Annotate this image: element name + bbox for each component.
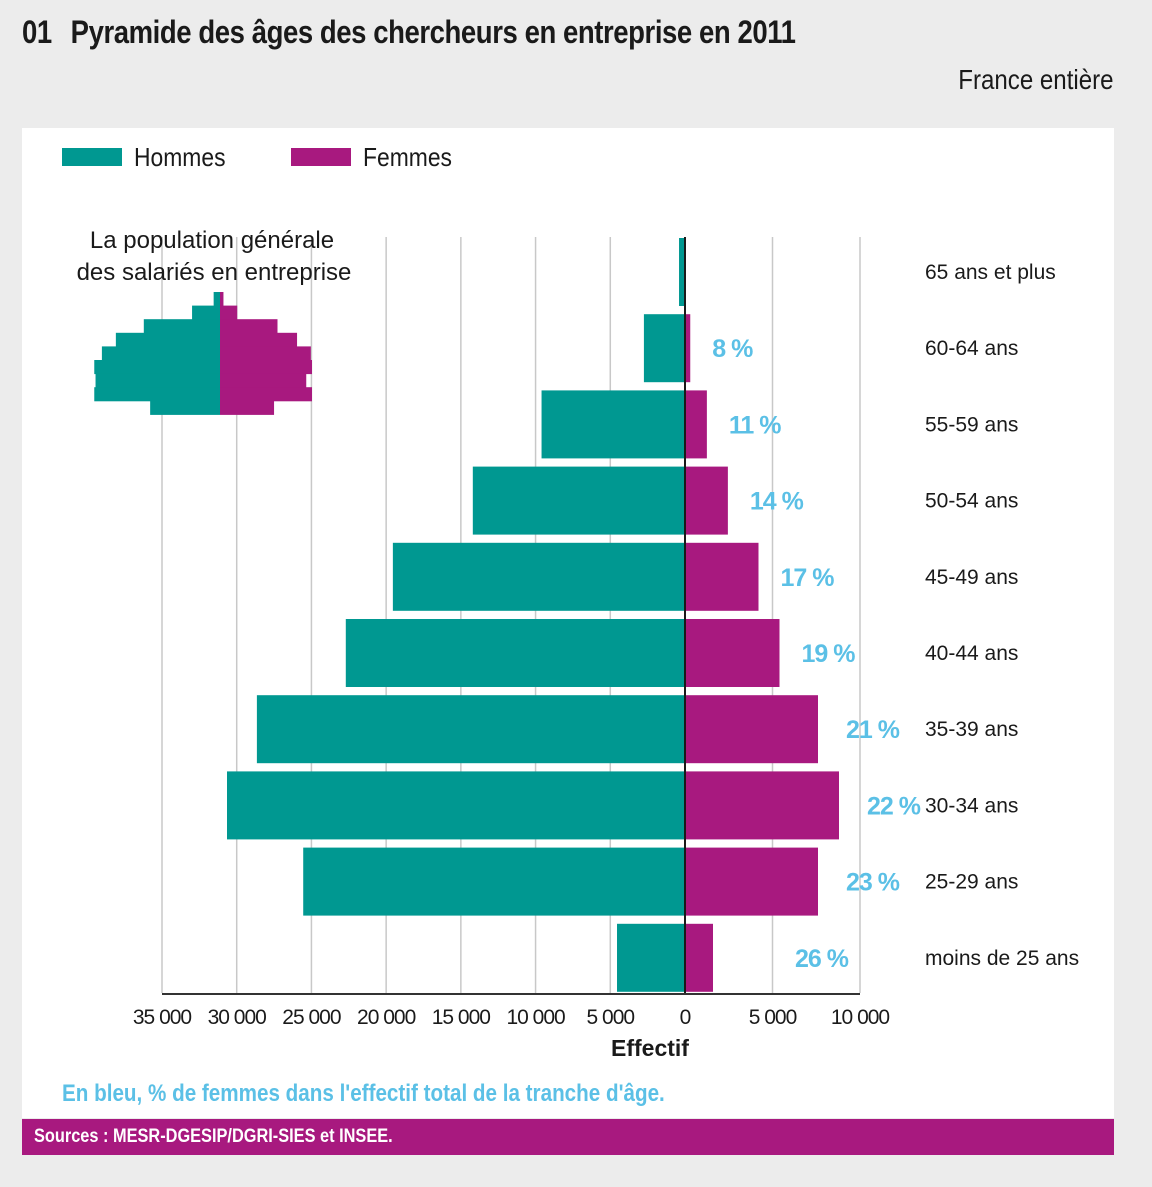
legend-label-hommes: Hommes [134,142,226,172]
bar-hommes [227,771,685,840]
category-label: 35-39 ans [925,718,1018,741]
bars [227,238,839,992]
bar-femmes [685,390,707,459]
inset-bar-femmes [220,400,275,415]
x-tick-label: 5 000 [749,1006,797,1029]
legend-swatch-femmes [291,148,351,166]
inset-bar-femmes [220,305,238,320]
inset-pyramid [94,292,312,415]
legend-swatch-hommes [62,148,122,166]
inset-bar-femmes [220,292,224,307]
category-label: 50-54 ans [925,490,1018,513]
bar-hommes [256,695,685,764]
bar-femmes [685,314,691,383]
inset-title-line1: La population générale [90,227,334,254]
category-label: 60-64 ans [925,337,1018,360]
category-label: moins de 25 ans [925,947,1079,970]
percent-label: 26 % [795,945,849,973]
bar-femmes [685,695,818,764]
bar-hommes [345,619,685,687]
category-label: 30-34 ans [925,794,1018,817]
bar-hommes [617,923,685,992]
inset-bar-femmes [220,332,298,347]
inset-bar-femmes [220,360,312,375]
inset-bar-hommes [94,387,220,402]
bar-femmes [685,847,818,916]
inset-bar-hommes [192,305,220,320]
x-tick-label: 30 000 [208,1006,267,1029]
percent-label: 11 % [729,411,781,439]
chart-title: 01 Pyramide des âges des chercheurs en en… [22,14,796,51]
percent-label: 8 % [712,335,753,363]
inset-bar-femmes [220,373,307,388]
x-tick-label: 15 000 [432,1006,491,1029]
x-axis-title: Effectif [611,1035,689,1061]
bar-hommes [643,314,685,383]
inset-bar-femmes [220,319,278,334]
x-tick-label: 20 000 [357,1006,416,1029]
category-label: 65 ans et plus [925,261,1056,284]
bar-hommes [392,542,685,611]
inset-bar-hommes [150,400,220,415]
x-tick-labels: 35 000 30 000 25 000 20 000 15 000 10 000 5 00… [133,1006,891,1029]
inset-bar-hommes [143,319,220,334]
x-tick-label: 10 000 [506,1006,565,1029]
inset-bar-hommes [94,360,220,375]
x-tick-label: 25 000 [282,1006,341,1029]
percent-label: 22 % [867,792,921,820]
bar-hommes [541,390,685,459]
bar-femmes [685,619,780,687]
inset-bar-femmes [220,387,312,402]
x-tick-label: 0 [680,1006,691,1029]
bar-hommes [472,466,685,535]
x-tick-label: 35 000 [133,1006,192,1029]
bar-hommes [303,847,685,916]
sources-bar: Sources : MESR-DGESIP/DGRI-SIES et INSEE… [22,1119,1114,1155]
category-label: 25-29 ans [925,871,1018,894]
inset-bar-hommes [101,346,220,361]
x-tick-label: 5 000 [587,1006,635,1029]
bar-femmes [685,771,839,840]
inset-bar-hommes [213,292,220,307]
inset-title-line2: des salariés en entreprise [77,259,352,286]
inset-bar-hommes [95,373,220,388]
percent-label: 21 % [846,716,900,744]
percent-label: 17 % [781,564,835,592]
legend-label-femmes: Femmes [363,142,452,172]
category-labels: 65 ans et plus 60-64 ans 55-59 ans 50-54 an… [925,261,1079,970]
title-text: Pyramide des âges des chercheurs en entr… [70,14,796,50]
percent-label: 23 % [846,869,900,897]
sources-text: Sources : MESR-DGESIP/DGRI-SIES et INSEE… [34,1126,393,1147]
bar-hommes [679,238,685,306]
footnote: En bleu, % de femmes dans l'effectif tot… [62,1080,665,1107]
category-label: 45-49 ans [925,566,1018,589]
category-label: 55-59 ans [925,413,1018,436]
percent-label: 14 % [750,488,804,516]
x-tick-label: 10 000 [831,1006,890,1029]
bar-femmes [685,542,759,611]
figure-number: 01 [22,14,52,50]
category-label: 40-44 ans [925,642,1018,665]
inset-bar-femmes [220,346,311,361]
bar-femmes [685,466,728,535]
percent-labels: 8 % 11 % 14 % 17 % 19 % 21 % 22 % 23 % 26 % [712,335,922,973]
chart-subtitle: France entière [958,64,1114,95]
inset-bar-hommes [115,332,220,347]
bar-femmes [685,923,713,992]
percent-label: 19 % [802,640,856,668]
